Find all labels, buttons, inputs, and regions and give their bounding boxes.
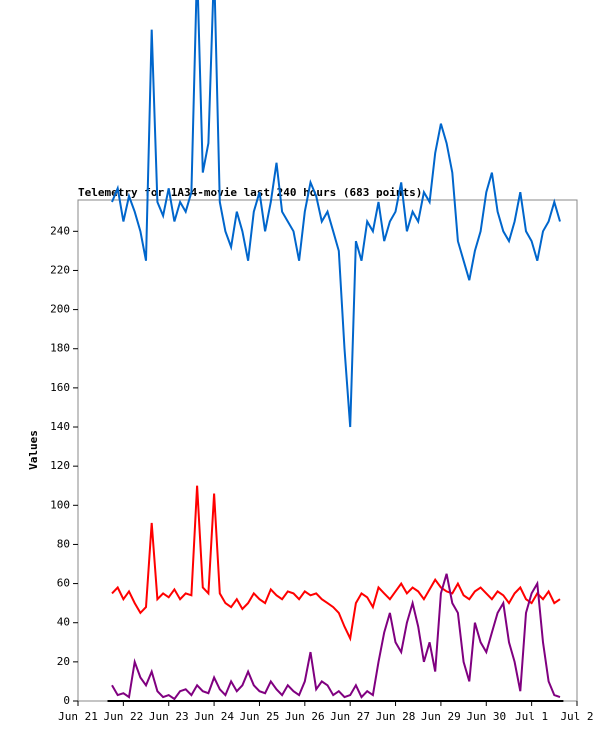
y-tick-label: 0 [63, 694, 70, 707]
y-tick-label: 60 [57, 577, 70, 590]
y-tick-label: 100 [50, 498, 70, 511]
x-tick-label: Jun 21 [58, 710, 98, 723]
x-tick-label: Jun 24 [194, 710, 234, 723]
x-tick-label: Jun 26 [285, 710, 325, 723]
x-tick-label: Jul 2 [560, 710, 593, 723]
x-tick-label: Jul 1 [515, 710, 548, 723]
y-tick-label: 160 [50, 381, 70, 394]
series-line [111, 485, 561, 642]
y-tick-label: 80 [57, 537, 70, 550]
y-tick-label: 40 [57, 616, 70, 629]
x-tick-label: Jun 22 [103, 710, 143, 723]
series-line [111, 0, 561, 428]
x-tick-label: Jun 25 [240, 710, 280, 723]
chart-title: Telemetry for 1A34-movie last 240 hours … [78, 186, 422, 199]
y-axis-label: Values [27, 430, 40, 470]
y-tick-label: 20 [57, 655, 70, 668]
y-tick-label: 180 [50, 342, 70, 355]
x-tick-label: Jun 30 [466, 710, 506, 723]
y-tick-label: 220 [50, 263, 70, 276]
y-tick-label: 140 [50, 420, 70, 433]
series-line [111, 573, 561, 701]
x-tick-label: Jun 28 [376, 710, 416, 723]
y-tick-label: 200 [50, 303, 70, 316]
x-tick-label: Jun 27 [330, 710, 370, 723]
plot-frame [77, 199, 578, 702]
x-tick-label: Jun 29 [421, 710, 461, 723]
x-tick-label: Jun 23 [149, 710, 189, 723]
y-tick-label: 120 [50, 459, 70, 472]
y-tick-label: 240 [50, 224, 70, 237]
